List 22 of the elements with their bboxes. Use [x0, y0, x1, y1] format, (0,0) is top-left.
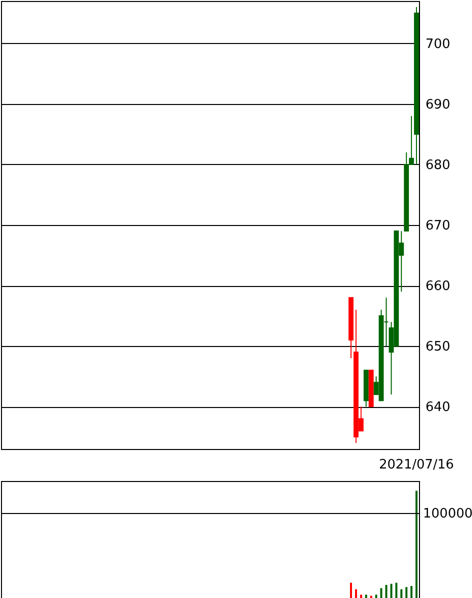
bar — [390, 584, 392, 598]
y-tick-label: 660 — [426, 279, 450, 294]
bar — [365, 594, 368, 598]
y-tick-label: 640 — [426, 400, 450, 416]
bar — [385, 584, 388, 598]
bar — [405, 587, 408, 598]
bar — [355, 589, 358, 598]
bar — [375, 594, 378, 598]
bar — [380, 588, 382, 598]
bar — [415, 490, 418, 598]
x-tick-label: 2021/07/16 — [379, 458, 454, 472]
bar — [400, 589, 402, 598]
bar — [395, 582, 398, 598]
bar — [360, 594, 362, 598]
bar — [410, 586, 412, 598]
bar — [350, 582, 352, 598]
y-tick-label: 690 — [426, 97, 450, 112]
text: 100000 — [423, 506, 472, 522]
y-tick-label: 680 — [426, 158, 450, 173]
y-tick-label: 670 — [426, 218, 450, 234]
y-tick-label: 650 — [426, 340, 450, 355]
y-tick-label: 700 — [426, 36, 450, 52]
